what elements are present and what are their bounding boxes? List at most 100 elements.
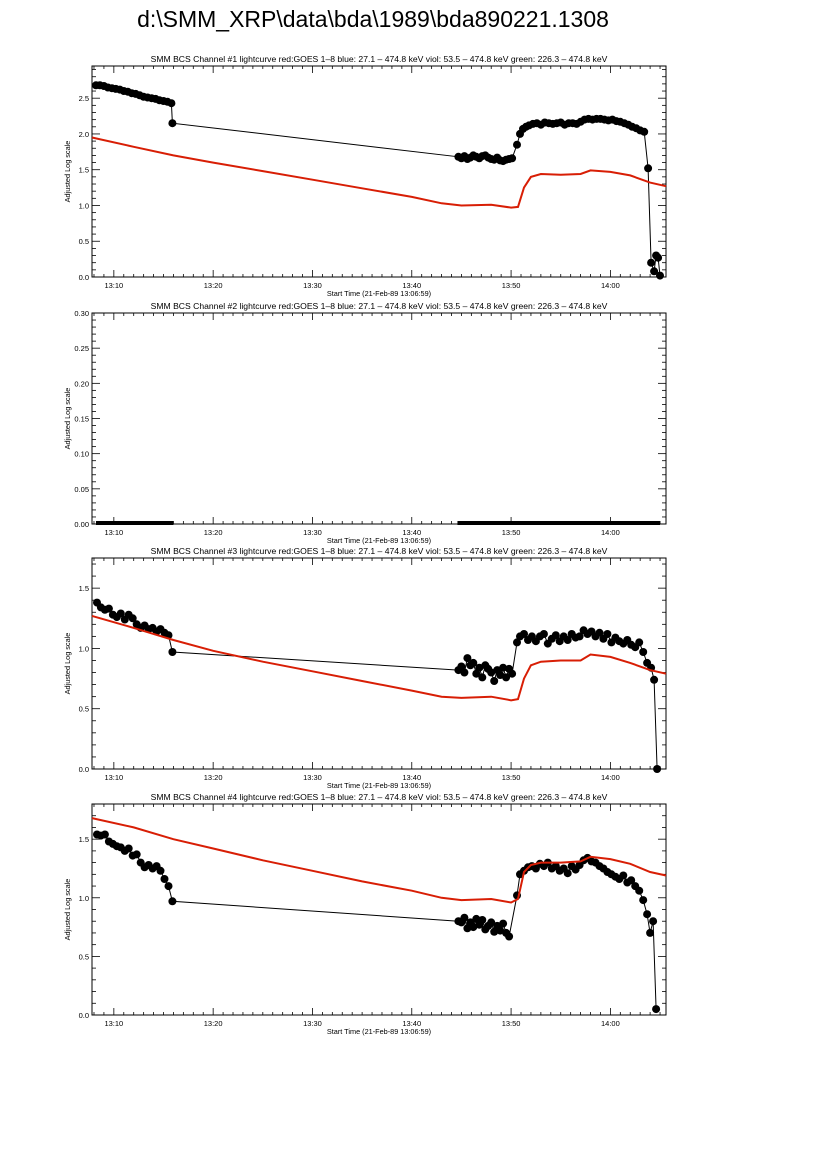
chart-title: SMM BCS Channel #3 lightcurve red:GOES 1… bbox=[151, 546, 608, 556]
data-point bbox=[469, 923, 478, 932]
x-tick-label: 13:50 bbox=[502, 773, 521, 782]
y-tick-label: 0.20 bbox=[74, 379, 89, 388]
data-point bbox=[499, 663, 508, 672]
data-point bbox=[487, 918, 496, 927]
data-point bbox=[463, 654, 472, 663]
data-point bbox=[132, 850, 141, 859]
chart-panel-4: SMM BCS Channel #4 lightcurve red:GOES 1… bbox=[63, 792, 667, 1036]
x-axis-label: Start Time (21-Feb-89 13:06:59) bbox=[327, 1027, 431, 1036]
x-tick-label: 13:50 bbox=[502, 528, 521, 537]
data-point bbox=[643, 910, 652, 919]
data-point bbox=[644, 164, 653, 173]
data-point bbox=[653, 765, 662, 773]
data-point bbox=[168, 897, 177, 906]
data-point bbox=[646, 928, 655, 937]
data-point bbox=[656, 271, 664, 280]
x-tick-label: 13:10 bbox=[104, 773, 123, 782]
x-axis-label: Start Time (21-Feb-89 13:06:59) bbox=[327, 289, 431, 298]
x-tick-label: 13:10 bbox=[104, 281, 123, 290]
x-tick-label: 14:00 bbox=[601, 773, 620, 782]
data-point bbox=[639, 896, 648, 905]
y-tick-label: 0.05 bbox=[74, 485, 89, 494]
y-tick-label: 1.0 bbox=[79, 894, 89, 903]
data-point bbox=[104, 604, 113, 613]
y-tick-label: 1.5 bbox=[79, 835, 89, 844]
x-tick-label: 13:20 bbox=[204, 1019, 223, 1028]
data-point bbox=[100, 830, 109, 839]
data-point bbox=[639, 648, 648, 656]
data-point bbox=[595, 628, 604, 637]
data-point bbox=[116, 609, 125, 618]
y-tick-label: 1.5 bbox=[79, 166, 89, 175]
x-tick-label: 13:20 bbox=[204, 528, 223, 537]
x-tick-label: 13:40 bbox=[402, 281, 421, 290]
x-axis-label: Start Time (21-Feb-89 13:06:59) bbox=[327, 536, 431, 545]
x-tick-label: 13:40 bbox=[402, 773, 421, 782]
y-tick-label: 0.00 bbox=[74, 520, 89, 529]
data-point bbox=[167, 99, 176, 108]
data-point bbox=[654, 253, 663, 262]
y-tick-label: 0.10 bbox=[74, 450, 89, 459]
data-point bbox=[505, 932, 514, 941]
data-point bbox=[472, 669, 481, 678]
series-goes-line bbox=[91, 817, 667, 904]
data-point bbox=[551, 631, 560, 640]
x-tick-label: 13:30 bbox=[303, 773, 322, 782]
y-tick-label: 0.5 bbox=[79, 705, 89, 714]
data-point bbox=[469, 658, 478, 667]
chart-title: SMM BCS Channel #2 lightcurve red:GOES 1… bbox=[151, 301, 608, 311]
data-point bbox=[164, 882, 173, 891]
y-tick-label: 0.0 bbox=[79, 1011, 89, 1020]
x-tick-label: 13:20 bbox=[204, 773, 223, 782]
data-point bbox=[156, 866, 165, 875]
y-tick-label: 2.5 bbox=[79, 94, 89, 103]
x-tick-label: 13:40 bbox=[402, 528, 421, 537]
data-point bbox=[539, 630, 548, 638]
data-point bbox=[652, 1005, 661, 1014]
plot-frame bbox=[91, 803, 667, 1016]
x-tick-label: 13:10 bbox=[104, 528, 123, 537]
chart-title: SMM BCS Channel #4 lightcurve red:GOES 1… bbox=[151, 792, 608, 802]
data-point bbox=[513, 140, 521, 149]
data-point bbox=[490, 677, 499, 685]
data-point bbox=[513, 638, 521, 647]
x-tick-label: 13:50 bbox=[502, 1019, 521, 1028]
data-point bbox=[508, 669, 517, 678]
chart-panel-2: SMM BCS Channel #2 lightcurve red:GOES 1… bbox=[63, 301, 667, 545]
plot-frame bbox=[91, 65, 667, 278]
data-point bbox=[619, 871, 628, 880]
data-point bbox=[478, 673, 487, 682]
y-axis-label: Adjusted Log scale bbox=[63, 388, 72, 450]
chart-panel-3: SMM BCS Channel #3 lightcurve red:GOES 1… bbox=[63, 546, 667, 790]
x-tick-label: 13:40 bbox=[402, 1019, 421, 1028]
data-point bbox=[647, 258, 656, 267]
x-tick-label: 14:00 bbox=[601, 1019, 620, 1028]
data-point bbox=[575, 632, 584, 641]
data-point bbox=[520, 630, 528, 638]
x-axis-label: Start Time (21-Feb-89 13:06:59) bbox=[327, 781, 431, 790]
data-point bbox=[487, 668, 496, 677]
y-axis-label: Adjusted Log scale bbox=[63, 879, 72, 941]
x-tick-label: 13:30 bbox=[303, 281, 322, 290]
data-point bbox=[475, 663, 484, 672]
data-point bbox=[128, 614, 137, 623]
x-tick-label: 13:30 bbox=[303, 528, 322, 537]
data-point bbox=[168, 648, 177, 656]
data-point bbox=[160, 875, 169, 883]
data-point bbox=[478, 916, 487, 924]
data-point bbox=[603, 630, 612, 638]
y-tick-label: 1.0 bbox=[79, 644, 89, 653]
y-tick-label: 0.25 bbox=[74, 344, 89, 353]
data-point bbox=[627, 876, 636, 885]
series-bcs-line bbox=[96, 833, 657, 1010]
y-tick-label: 0.5 bbox=[79, 952, 89, 961]
x-tick-label: 13:50 bbox=[502, 281, 521, 290]
plot-frame bbox=[91, 557, 667, 770]
series-goes-line bbox=[91, 136, 667, 209]
data-point bbox=[457, 662, 466, 671]
y-tick-label: 1.0 bbox=[79, 201, 89, 210]
data-point bbox=[460, 668, 469, 677]
y-tick-label: 1.5 bbox=[79, 584, 89, 593]
series-bcs-line bbox=[96, 84, 661, 276]
